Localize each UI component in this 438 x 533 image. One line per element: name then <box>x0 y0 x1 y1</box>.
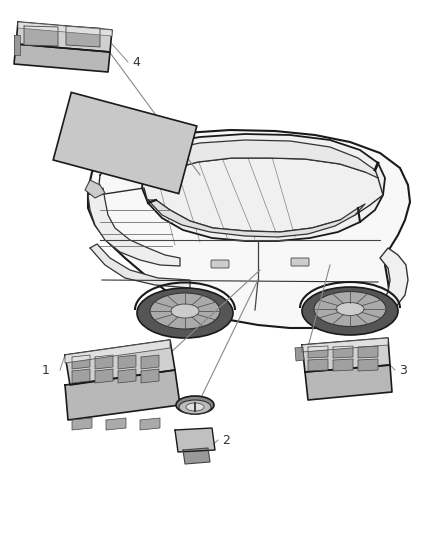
FancyBboxPatch shape <box>211 260 229 268</box>
Polygon shape <box>140 418 160 430</box>
Polygon shape <box>16 22 112 52</box>
Text: 4: 4 <box>132 55 140 69</box>
Ellipse shape <box>176 396 214 414</box>
Ellipse shape <box>150 293 220 329</box>
Polygon shape <box>24 26 58 46</box>
Polygon shape <box>183 448 210 464</box>
Ellipse shape <box>137 288 233 338</box>
Text: 2: 2 <box>222 433 230 447</box>
Ellipse shape <box>179 400 211 414</box>
Polygon shape <box>295 347 304 361</box>
Ellipse shape <box>302 287 398 335</box>
Ellipse shape <box>171 304 199 318</box>
Polygon shape <box>95 355 113 369</box>
Polygon shape <box>118 355 136 369</box>
Polygon shape <box>72 369 90 383</box>
Polygon shape <box>14 35 20 55</box>
Polygon shape <box>308 346 328 358</box>
Polygon shape <box>88 188 180 266</box>
Text: 1: 1 <box>42 364 50 376</box>
Polygon shape <box>150 140 378 178</box>
Polygon shape <box>65 340 170 363</box>
Polygon shape <box>106 418 126 430</box>
Ellipse shape <box>314 292 386 327</box>
Polygon shape <box>350 248 408 325</box>
Polygon shape <box>333 346 353 358</box>
Polygon shape <box>90 244 190 288</box>
Polygon shape <box>302 338 390 372</box>
Polygon shape <box>18 22 112 36</box>
Ellipse shape <box>186 403 204 411</box>
Polygon shape <box>175 428 215 452</box>
Ellipse shape <box>336 303 364 316</box>
Polygon shape <box>66 26 100 47</box>
Polygon shape <box>65 370 180 420</box>
Polygon shape <box>308 359 328 371</box>
Polygon shape <box>88 130 410 328</box>
FancyBboxPatch shape <box>291 258 309 266</box>
Polygon shape <box>118 369 136 383</box>
Polygon shape <box>141 355 159 369</box>
Polygon shape <box>302 338 388 352</box>
Text: 3: 3 <box>399 364 407 376</box>
Polygon shape <box>148 200 365 237</box>
Polygon shape <box>95 369 113 383</box>
Polygon shape <box>142 134 385 241</box>
Polygon shape <box>72 418 92 430</box>
Polygon shape <box>141 369 159 383</box>
Polygon shape <box>72 355 90 369</box>
Polygon shape <box>53 92 197 193</box>
Polygon shape <box>85 180 105 198</box>
Polygon shape <box>358 346 378 358</box>
Polygon shape <box>333 359 353 371</box>
Polygon shape <box>305 365 392 400</box>
Polygon shape <box>65 340 175 385</box>
Polygon shape <box>14 44 110 72</box>
Polygon shape <box>358 359 378 371</box>
